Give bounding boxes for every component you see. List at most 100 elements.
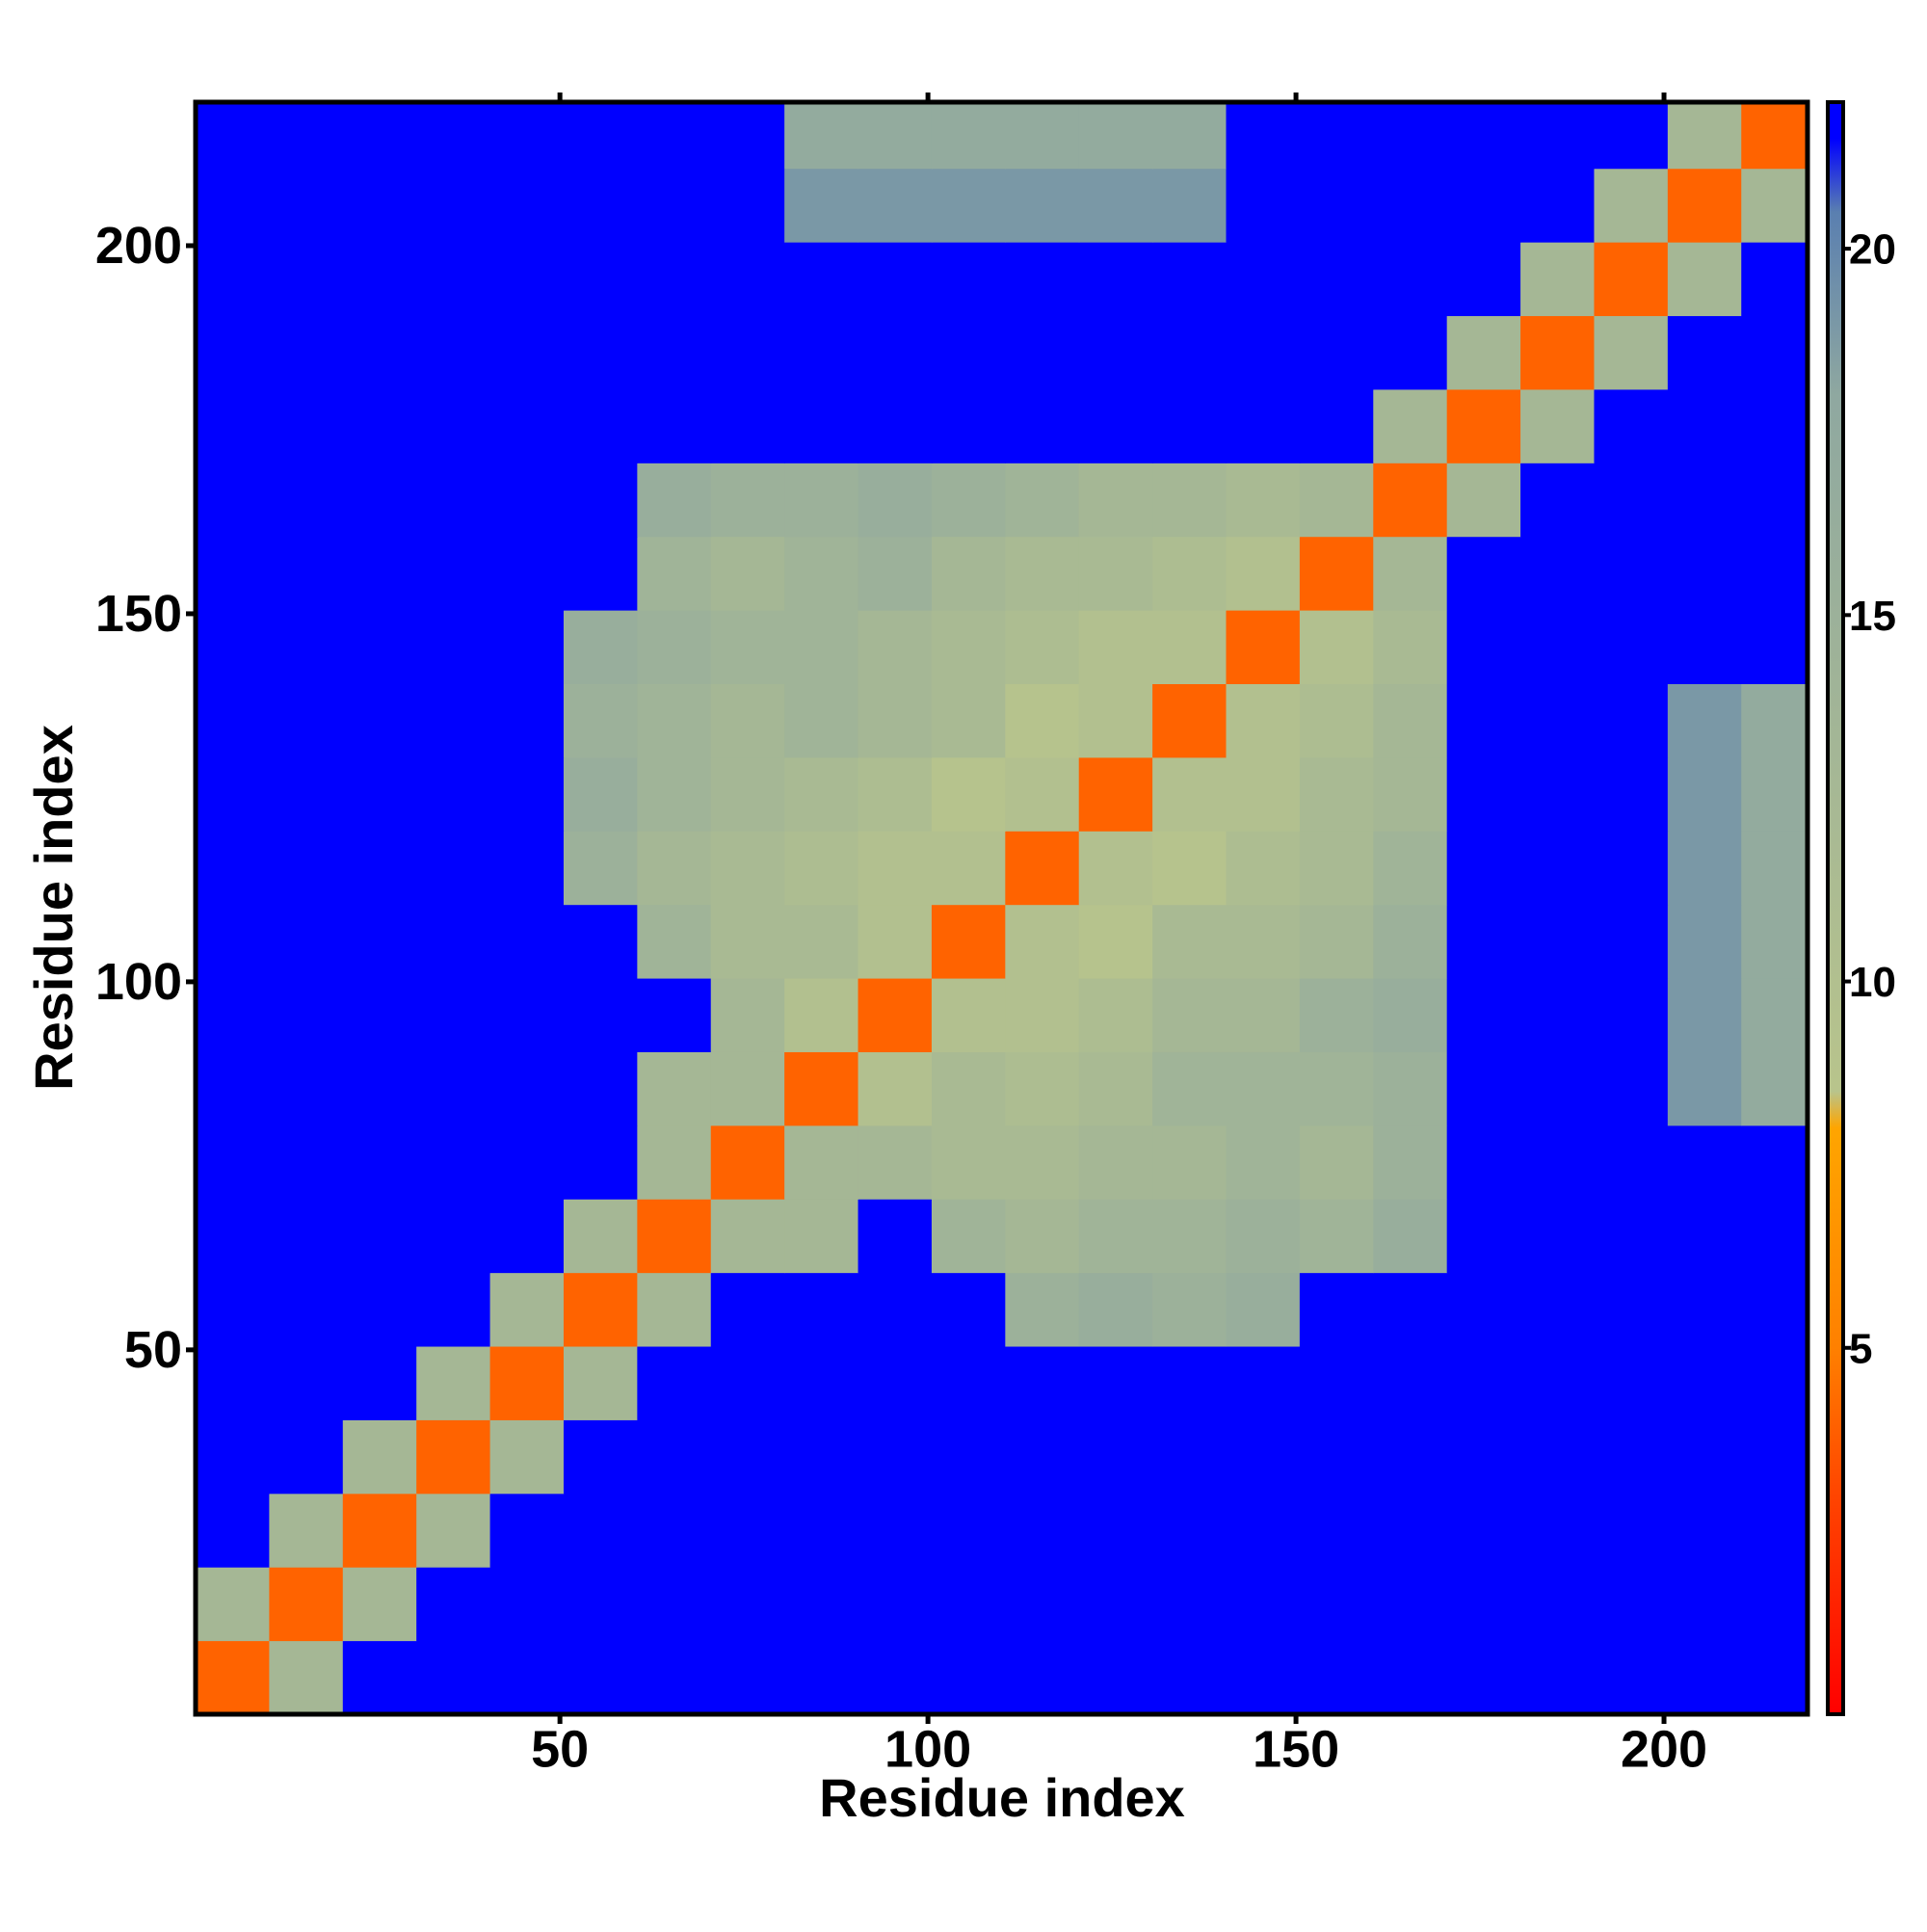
heatmap-cell — [710, 610, 785, 685]
heatmap-cell — [1741, 536, 1808, 611]
heatmap-cell — [489, 1125, 565, 1200]
heatmap-cell — [710, 242, 785, 317]
heatmap-cell — [1299, 1419, 1374, 1495]
heatmap-cell — [269, 904, 344, 979]
heatmap-cell — [196, 683, 270, 758]
heatmap-cell — [563, 978, 638, 1052]
heatmap-cell — [784, 1640, 859, 1715]
heatmap-cell — [416, 102, 491, 170]
heatmap-cell — [489, 610, 565, 685]
heatmap-cell — [342, 904, 417, 979]
heatmap-cell — [784, 463, 859, 538]
heatmap-cell — [784, 1125, 859, 1200]
heatmap-cell — [342, 1125, 417, 1200]
heatmap-cell — [1226, 1419, 1301, 1495]
heatmap-cell — [1226, 102, 1301, 170]
heatmap-cell — [342, 756, 417, 832]
heatmap-cell — [784, 1051, 859, 1126]
heatmap-cell — [416, 1493, 491, 1568]
heatmap-cell — [1741, 463, 1808, 538]
heatmap-cell — [489, 1419, 565, 1495]
heatmap-cell — [196, 242, 270, 317]
heatmap-cell — [563, 831, 638, 906]
heatmap-cell — [1520, 168, 1595, 243]
heatmap-cell — [563, 683, 638, 758]
heatmap-cell — [196, 315, 270, 390]
heatmap-cell — [563, 756, 638, 832]
heatmap-cell — [637, 388, 712, 463]
heatmap-cell — [1520, 756, 1595, 832]
heatmap-cell — [1078, 683, 1153, 758]
heatmap-cell — [1446, 1125, 1521, 1200]
heatmap-cell — [1446, 242, 1521, 317]
heatmap-cell — [1594, 1125, 1669, 1200]
colorbar-tick-label: 10 — [1849, 959, 1896, 1006]
heatmap-cell — [1667, 1640, 1742, 1715]
heatmap-cell — [1299, 1493, 1374, 1568]
heatmap-cell — [1373, 1640, 1448, 1715]
heatmap-cell — [1152, 1346, 1227, 1420]
heatmap-cell — [1520, 1493, 1595, 1568]
heatmap-cell — [269, 756, 344, 832]
heatmap-cell — [1152, 388, 1227, 463]
heatmap-cell — [784, 683, 859, 758]
heatmap-cell — [1005, 610, 1080, 685]
heatmap-cell — [1299, 683, 1374, 758]
heatmap-cell — [1667, 315, 1742, 390]
heatmap — [196, 102, 1808, 1715]
heatmap-cell — [858, 1051, 933, 1126]
heatmap-cell — [858, 1272, 933, 1347]
heatmap-cell — [1005, 242, 1080, 317]
heatmap-cell — [858, 610, 933, 685]
heatmap-cell — [858, 536, 933, 611]
heatmap-cell — [1520, 904, 1595, 979]
heatmap-cell — [1520, 463, 1595, 538]
heatmap-cell — [637, 102, 712, 170]
heatmap-cell — [196, 1125, 270, 1200]
heatmap-cell — [1152, 242, 1227, 317]
heatmap-cell — [1594, 1567, 1669, 1642]
heatmap-cell — [784, 242, 859, 317]
heatmap-cell — [1520, 1419, 1595, 1495]
heatmap-cell — [342, 388, 417, 463]
heatmap-cell — [1226, 388, 1301, 463]
heatmap-cell — [1594, 756, 1669, 832]
heatmap-cell — [637, 315, 712, 390]
heatmap-cell — [342, 1272, 417, 1347]
heatmap-cell — [1078, 1051, 1153, 1126]
heatmap-cell — [1005, 388, 1080, 463]
heatmap-cell — [858, 1640, 933, 1715]
heatmap-cell — [1078, 1125, 1153, 1200]
heatmap-cell — [1667, 463, 1742, 538]
heatmap-cell — [563, 1272, 638, 1347]
heatmap-cell — [416, 610, 491, 685]
heatmap-cell — [784, 978, 859, 1052]
heatmap-cell — [269, 315, 344, 390]
heatmap-cell — [637, 831, 712, 906]
heatmap-cell — [637, 756, 712, 832]
heatmap-cell — [563, 1419, 638, 1495]
heatmap-cell — [563, 536, 638, 611]
heatmap-cell — [1741, 1346, 1808, 1420]
heatmap-cell — [563, 904, 638, 979]
heatmap-cell — [710, 388, 785, 463]
heatmap-cell — [1594, 683, 1669, 758]
heatmap-cell — [637, 610, 712, 685]
heatmap-cell — [637, 1346, 712, 1420]
heatmap-cell — [1741, 1051, 1808, 1126]
heatmap-cell — [931, 388, 1006, 463]
heatmap-cell — [931, 1493, 1006, 1568]
heatmap-cell — [1226, 610, 1301, 685]
heatmap-cell — [563, 168, 638, 243]
heatmap-cell — [196, 463, 270, 538]
heatmap-cell — [416, 1640, 491, 1715]
heatmap-cell — [1373, 610, 1448, 685]
heatmap-cell — [858, 1419, 933, 1495]
heatmap-cell — [1667, 683, 1742, 758]
heatmap-cell — [563, 1346, 638, 1420]
heatmap-cell — [931, 683, 1006, 758]
heatmap-cell — [1520, 831, 1595, 906]
heatmap-cell — [563, 388, 638, 463]
heatmap-cell — [1005, 102, 1080, 170]
heatmap-cell — [1005, 168, 1080, 243]
